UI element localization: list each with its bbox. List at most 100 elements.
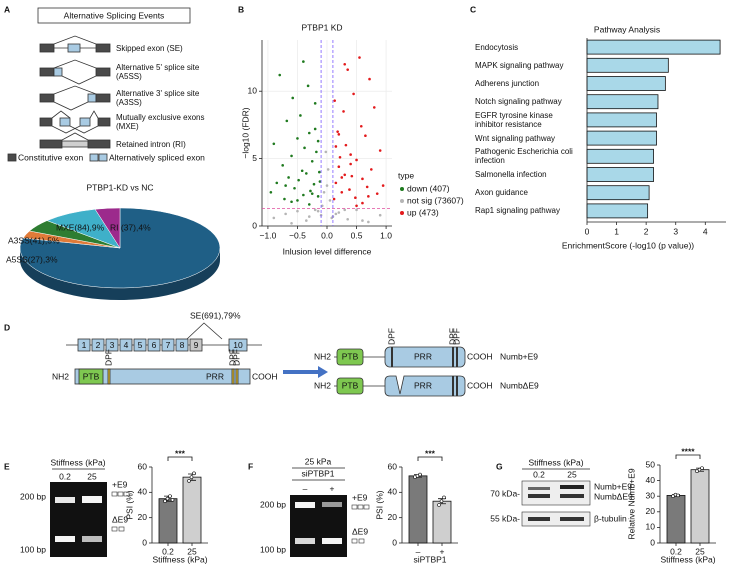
legend-swatch [400,187,404,191]
legend-title: type [398,170,414,180]
legend-label: down (407) [407,183,450,193]
data-point [700,466,704,470]
point [316,139,320,143]
bar [586,203,649,219]
point [287,176,290,179]
point [307,203,311,206]
ptb-label: PTB [342,351,359,361]
point [375,192,379,195]
point [365,185,369,189]
x-tick-label: 1.0 [380,230,392,240]
slice-label: SE(691),79% [190,310,241,320]
data-point [170,498,175,502]
point [322,191,326,194]
y-axis-label: PSI (%) [124,490,134,519]
point [324,150,328,154]
point [310,192,314,195]
event-label: Alternative 5' splice site (A5SS) [116,63,200,81]
legend-label: up (473) [407,207,439,217]
band [322,538,342,544]
x-tick-label: 1 [614,226,619,236]
pie-title: PTBP1-KD vs NC [86,182,153,192]
y-tick-label: 20 [388,512,398,522]
lane-label: 25 [87,471,97,481]
panel-letter: F [248,461,253,471]
gel-e [50,482,107,557]
ptb-label: PTB [83,371,100,381]
slice-label: A5SS(27),3% [6,254,58,264]
dpf-label: DPF [103,349,113,366]
category-label: Wnt signaling pathway [475,133,556,143]
legend-label: Constitutive exon [18,152,83,162]
point [346,68,349,71]
bar [408,475,428,544]
bar [690,469,710,544]
point [333,99,336,102]
point [367,195,370,198]
point [334,181,338,185]
x-axis-label: siPTBP1 [413,554,446,564]
band [295,538,315,544]
point [300,169,304,173]
point [306,84,310,88]
point [269,191,273,194]
point [290,200,293,204]
exon [77,338,91,352]
point [361,219,364,222]
category-label-box: MAPK signaling pathway [475,61,564,70]
band [82,496,102,503]
significance-bracket [675,454,701,459]
point [348,188,351,191]
point [283,197,286,201]
legend-swatch [98,153,108,162]
lane-label: 25 [567,469,577,479]
bar [586,76,666,91]
point [275,181,279,185]
exon [228,338,248,352]
marker-label: 55 kDa- [490,513,520,523]
point [358,56,361,59]
band [82,536,102,542]
exon-label: 6 [152,340,157,350]
point [272,142,276,146]
cooh-label: COOH [252,371,278,381]
band [560,494,584,498]
event-label-box: Alternative 3' splice site (A3SS) [116,89,199,107]
point [293,186,296,190]
point [310,160,314,163]
exon [147,338,161,352]
point [350,174,354,178]
marker-label: 200 bp [20,491,46,501]
category-label-box: Endocytosis [475,43,518,52]
bar [432,500,452,544]
x-tick-label: 25 [695,546,705,556]
point [346,217,349,221]
point [299,114,302,117]
significance-label: **** [681,446,695,456]
y-tick-label: 40 [388,487,398,497]
data-point [165,496,170,501]
y-tick-label: 20 [646,506,656,516]
slice-label: RI (37),4% [110,222,151,232]
data-point [192,471,196,476]
point [290,154,293,158]
legend-swatch [89,153,99,162]
point [355,204,358,208]
point [290,222,293,225]
band-label: ΔE9 [352,526,368,536]
marker-label: 200 bp [260,499,286,509]
x-tick-label: −1.0 [260,230,277,240]
point [334,212,338,216]
y-tick-label: 0 [252,220,257,230]
panel-letter: E [4,461,10,471]
point [364,134,367,137]
legend-swatch [400,199,404,203]
point [296,209,299,213]
point [370,168,373,171]
x-tick-label: 2 [644,226,649,236]
significance-label: *** [425,448,436,458]
bar [182,476,202,544]
exon-label: 3 [110,340,115,350]
bar [586,148,654,164]
